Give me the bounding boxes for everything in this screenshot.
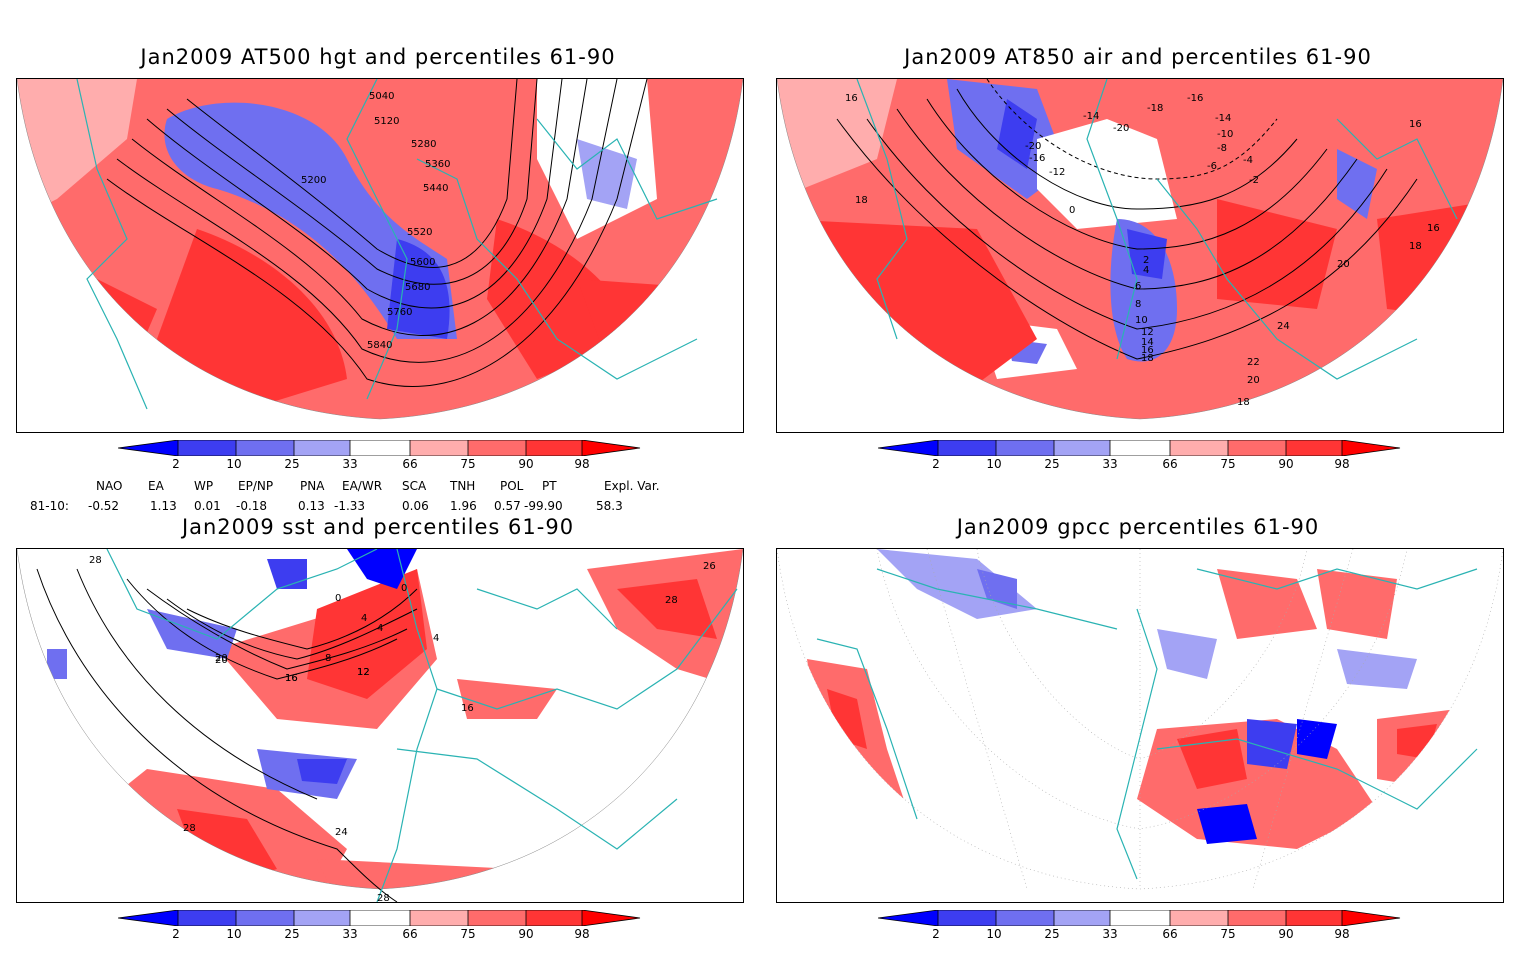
contour-label: 5120 xyxy=(374,116,399,127)
contour-label: 5440 xyxy=(423,183,448,194)
svg-text:28: 28 xyxy=(89,555,102,566)
svg-text:-2: -2 xyxy=(1249,175,1259,186)
svg-text:8: 8 xyxy=(1135,299,1141,310)
svg-text:8: 8 xyxy=(325,653,331,664)
svg-text:0: 0 xyxy=(1069,205,1075,216)
map-panel-sst: 28 20 16 12 8 4 4 4 0 0 16 24 28 28 26 2… xyxy=(16,548,744,903)
sst-contours xyxy=(36,568,418,902)
colorbar-gpcc: 2 10 25 33 66 75 90 98 xyxy=(878,910,1408,950)
svg-text:24: 24 xyxy=(1277,321,1290,332)
coastlines xyxy=(76,79,718,410)
colorbar-at500: 2 10 25 33 66 75 90 98 xyxy=(118,440,648,480)
contour-labels: 16 18 -20 -16 -14 -18 -16 -14 -10 -8 -6 … xyxy=(845,93,1440,408)
contour-label: 5600 xyxy=(410,257,435,268)
svg-text:12: 12 xyxy=(357,667,370,678)
graticule xyxy=(777,549,1503,890)
contour-label: 5040 xyxy=(369,91,394,102)
svg-text:20: 20 xyxy=(1247,375,1260,386)
svg-text:-4: -4 xyxy=(1243,155,1253,166)
svg-text:16: 16 xyxy=(461,703,474,714)
svg-text:20: 20 xyxy=(215,655,228,666)
contour-label: 5760 xyxy=(387,307,412,318)
coastlines xyxy=(816,568,1478,880)
svg-text:-20: -20 xyxy=(1025,141,1041,152)
svg-text:-16: -16 xyxy=(1187,93,1203,104)
colorbar-at850: 2 10 25 33 66 75 90 98 xyxy=(878,440,1408,480)
svg-text:18: 18 xyxy=(1237,397,1250,408)
svg-text:14: 14 xyxy=(1141,337,1154,348)
svg-text:0: 0 xyxy=(335,593,341,604)
contour-label: 5520 xyxy=(407,227,432,238)
svg-text:-18: -18 xyxy=(1147,103,1163,114)
svg-text:4: 4 xyxy=(377,623,383,634)
panel-title-at850: Jan2009 AT850 air and percentiles 61-90 xyxy=(904,45,1372,69)
contour-label: 5200 xyxy=(301,175,326,186)
svg-text:2: 2 xyxy=(1143,255,1149,266)
contour-label: 5280 xyxy=(411,139,436,150)
temperature-contours xyxy=(836,79,1418,360)
svg-text:20: 20 xyxy=(215,653,228,664)
contour-label: 5680 xyxy=(405,282,430,293)
map-panel-at500-hgt: 5040 5120 5200 5280 5360 5440 5520 5600 … xyxy=(16,78,744,433)
svg-text:-10: -10 xyxy=(1217,129,1233,140)
svg-text:16: 16 xyxy=(1141,345,1154,356)
svg-text:28: 28 xyxy=(377,893,390,902)
svg-text:-16: -16 xyxy=(1029,153,1045,164)
contour-label: 5840 xyxy=(367,340,392,351)
svg-text:18: 18 xyxy=(855,195,868,206)
colorbar-sst: 2 10 25 33 66 75 90 98 xyxy=(118,910,648,950)
svg-text:24: 24 xyxy=(335,827,348,838)
contour-labels: 5040 5120 5200 5280 5360 5440 5520 5600 … xyxy=(301,91,450,351)
map-panel-gpcc xyxy=(776,548,1504,903)
svg-text:22: 22 xyxy=(1247,357,1260,368)
svg-text:4: 4 xyxy=(361,613,367,624)
svg-text:0: 0 xyxy=(401,583,407,594)
svg-text:-12: -12 xyxy=(1049,167,1065,178)
colorbar-scale xyxy=(878,910,1401,926)
colorbar-scale xyxy=(878,440,1401,456)
percentile-field xyxy=(777,79,1503,419)
svg-text:12: 12 xyxy=(1141,327,1154,338)
map-panel-at850-air: 16 18 -20 -16 -14 -18 -16 -14 -10 -8 -6 … xyxy=(776,78,1504,433)
percentile-field xyxy=(17,549,743,889)
svg-text:16: 16 xyxy=(845,93,858,104)
colorbar-scale xyxy=(118,440,641,456)
panel-title-at500: Jan2009 AT500 hgt and percentiles 61-90 xyxy=(140,45,616,69)
coastlines xyxy=(856,79,1458,380)
contour-label: 5360 xyxy=(425,159,450,170)
svg-text:-14: -14 xyxy=(1083,111,1099,122)
svg-text:16: 16 xyxy=(1409,119,1422,130)
svg-text:16: 16 xyxy=(1427,223,1440,234)
svg-text:10: 10 xyxy=(1135,315,1148,326)
panel-title-gpcc: Jan2009 gpcc percentiles 61-90 xyxy=(956,515,1320,539)
coastlines xyxy=(106,549,738,902)
svg-text:-20: -20 xyxy=(1113,123,1129,134)
svg-text:12: 12 xyxy=(357,667,370,678)
panel-title-sst: Jan2009 sst and percentiles 61-90 xyxy=(181,515,575,539)
svg-text:16: 16 xyxy=(285,673,298,684)
svg-text:-14: -14 xyxy=(1215,113,1231,124)
svg-text:16: 16 xyxy=(285,673,298,684)
svg-text:18: 18 xyxy=(1141,353,1154,364)
colorbar-scale xyxy=(118,910,641,926)
svg-text:20: 20 xyxy=(1337,259,1350,270)
svg-text:28: 28 xyxy=(183,823,196,834)
svg-text:6: 6 xyxy=(1135,281,1141,292)
height-contours xyxy=(106,79,648,387)
svg-text:4: 4 xyxy=(1143,265,1149,276)
svg-text:-6: -6 xyxy=(1207,161,1217,172)
svg-text:-8: -8 xyxy=(1217,143,1227,154)
contour-labels: 28 20 16 12 8 4 4 4 0 0 16 24 28 28 26 2… xyxy=(89,555,716,902)
svg-text:26: 26 xyxy=(703,561,716,572)
svg-text:28: 28 xyxy=(665,595,678,606)
svg-text:4: 4 xyxy=(433,633,439,644)
svg-text:18: 18 xyxy=(1409,241,1422,252)
teleconnection-indices: NAO EA WP EP/NP PNA EA/WR SCA TNH POL PT… xyxy=(30,479,660,513)
